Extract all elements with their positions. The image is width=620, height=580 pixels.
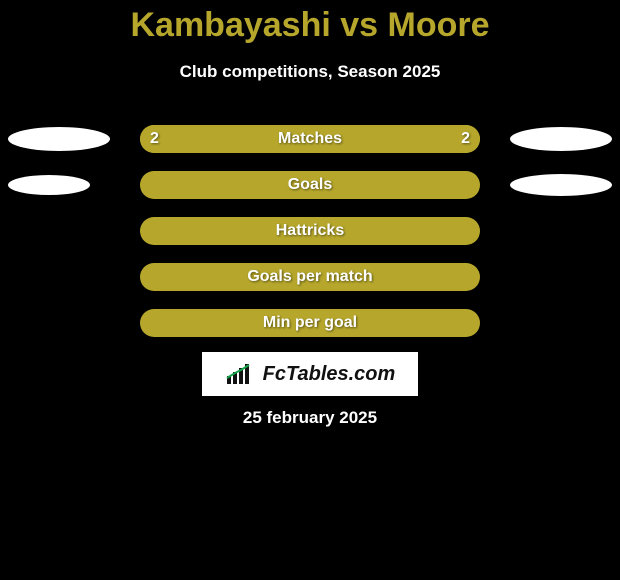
player-ellipse-left [8, 175, 90, 195]
player-ellipse-left [8, 127, 110, 151]
comparison-infographic: Kambayashi vs Moore Club competitions, S… [0, 0, 620, 580]
page-title: Kambayashi vs Moore [0, 6, 620, 45]
stat-label: Matches [140, 124, 480, 154]
source-logo: FcTables.com [202, 352, 418, 396]
stat-value-left: 2 [150, 124, 159, 154]
stat-row: Goals [0, 170, 620, 200]
logo-bars-icon [225, 362, 257, 386]
logo-text: FcTables.com [263, 363, 396, 386]
stat-label: Goals [140, 170, 480, 200]
subtitle: Club competitions, Season 2025 [0, 62, 620, 82]
stat-row: Hattricks [0, 216, 620, 246]
stat-label: Hattricks [140, 216, 480, 246]
stat-label: Min per goal [140, 308, 480, 338]
stat-row: Matches2 2 [0, 124, 620, 154]
stat-rows: Matches2 2 Goals Hattricks Goals per match Mi… [0, 124, 620, 354]
player-ellipse-right [510, 127, 612, 151]
date-label: 25 february 2025 [0, 408, 620, 428]
player-ellipse-right [510, 174, 612, 196]
stat-value-right: 2 [461, 124, 470, 154]
stat-row: Min per goal [0, 308, 620, 338]
stat-label: Goals per match [140, 262, 480, 292]
stat-row: Goals per match [0, 262, 620, 292]
